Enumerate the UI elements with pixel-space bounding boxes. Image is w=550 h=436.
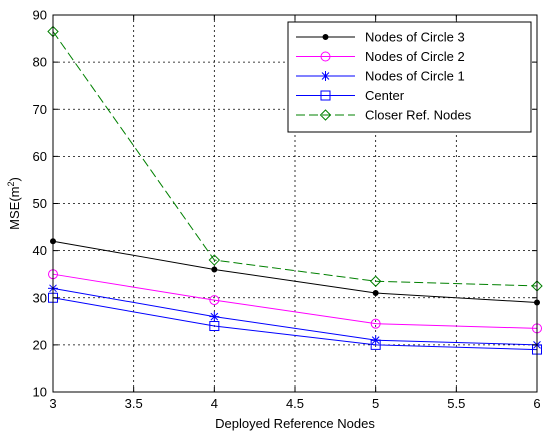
data-point xyxy=(370,318,381,329)
x-tick-label: 5 xyxy=(372,396,379,411)
data-point xyxy=(370,339,381,350)
data-point xyxy=(209,295,220,306)
series-line xyxy=(52,273,538,329)
data-point xyxy=(211,266,218,273)
y-tick-label: 30 xyxy=(33,290,47,305)
legend: Nodes of Circle 3 Nodes of Circle 2 Nodes … xyxy=(287,21,532,133)
series-line xyxy=(52,31,538,287)
x-tick-label: 3 xyxy=(49,396,56,411)
legend-marker xyxy=(320,71,331,81)
data-point xyxy=(209,321,220,332)
x-axis-title: Deployed Reference Nodes xyxy=(215,416,375,431)
x-tick-label: 4.5 xyxy=(286,396,304,411)
y-tick-label: 90 xyxy=(33,8,47,23)
series-line xyxy=(52,297,538,351)
grid-lines xyxy=(53,15,537,392)
data-point xyxy=(209,311,220,322)
legend-label: Closer Ref. Nodes xyxy=(365,108,472,123)
data-point xyxy=(369,275,382,287)
x-tick-label: 4 xyxy=(211,396,218,411)
legend-entry: Nodes of Circle 1 xyxy=(296,69,465,84)
y-tick-label: 50 xyxy=(33,196,47,211)
series-line xyxy=(52,287,538,346)
y-tick-label: 10 xyxy=(33,385,47,400)
y-tick-label: 80 xyxy=(33,55,47,70)
y-tick-label: 20 xyxy=(33,337,47,352)
x-tick-label: 5.5 xyxy=(447,396,465,411)
legend-entry: Closer Ref. Nodes xyxy=(296,108,472,123)
legend-label: Nodes of Circle 1 xyxy=(365,69,465,84)
data-point xyxy=(372,290,379,297)
legend-marker xyxy=(319,109,332,121)
legend-label: Center xyxy=(365,88,405,103)
y-tick-label: 60 xyxy=(33,149,47,164)
x-tick-label: 3.5 xyxy=(125,396,143,411)
legend-marker xyxy=(320,90,331,101)
axis-ticks: 3 3.5 4 4.5 5 5.5 6 10 20 30 40 50 60 70 80 90 xyxy=(33,8,541,412)
legend-entry: Nodes of Circle 3 xyxy=(296,30,465,45)
y-tick-label: 70 xyxy=(33,102,47,117)
legend-marker xyxy=(320,51,331,62)
y-tick-label: 40 xyxy=(33,243,47,258)
series-line xyxy=(52,240,538,303)
legend-entry: Center xyxy=(296,88,405,103)
legend-marker xyxy=(322,34,329,40)
data-point xyxy=(208,254,221,266)
x-tick-label: 6 xyxy=(533,396,540,411)
y-axis-title: MSE(m2) xyxy=(6,177,22,230)
legend-entry: Nodes of Circle 2 xyxy=(296,49,465,64)
legend-label: Nodes of Circle 2 xyxy=(365,49,465,64)
legend-label: Nodes of Circle 3 xyxy=(365,30,465,45)
